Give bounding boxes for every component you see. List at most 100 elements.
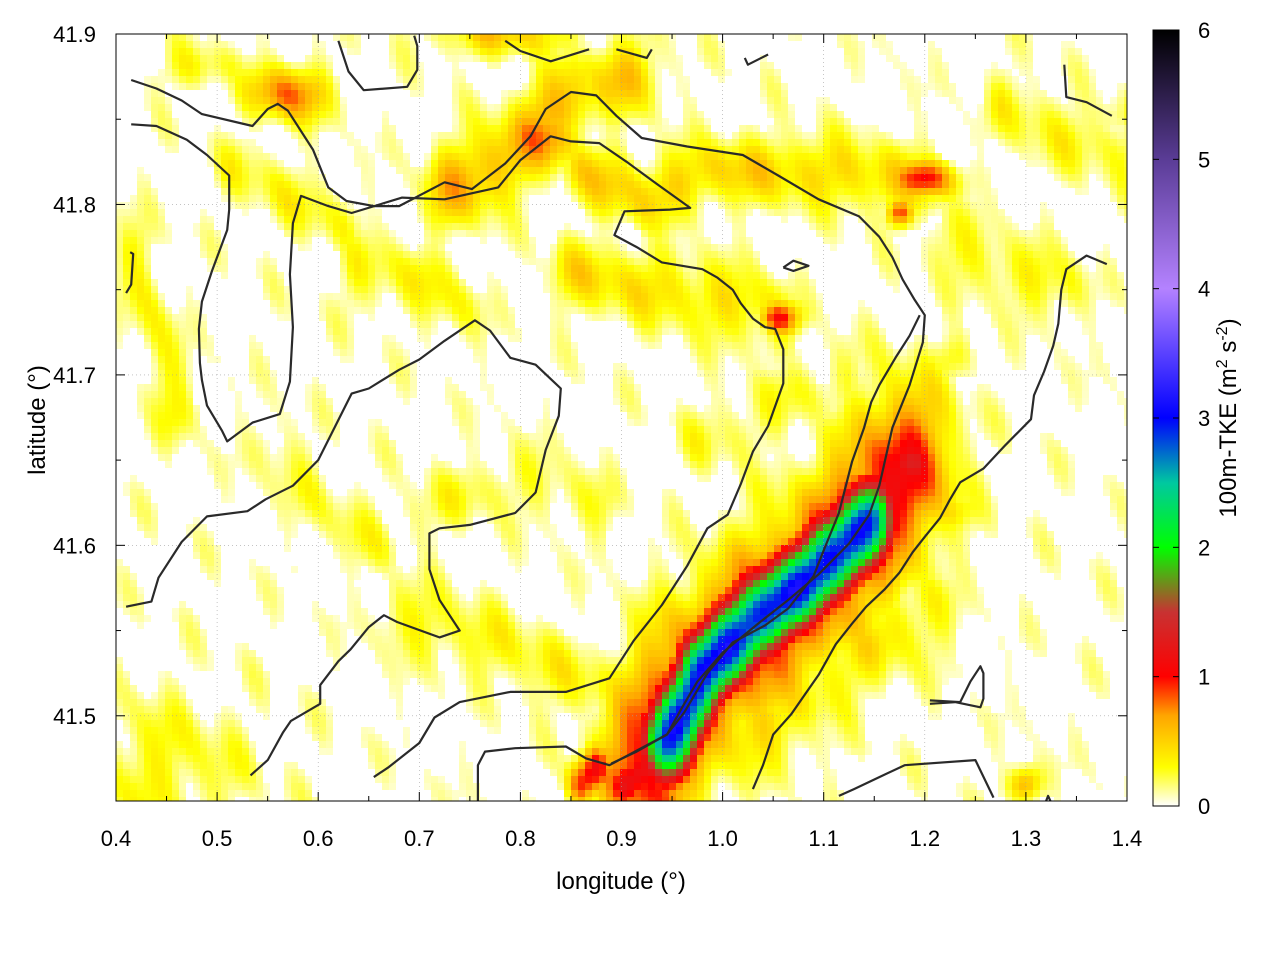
heatmap-cell — [249, 195, 256, 202]
heatmap-cell — [571, 370, 578, 377]
heatmap-cell — [522, 216, 529, 223]
heatmap-cell — [1089, 90, 1096, 97]
heatmap-cell — [795, 34, 802, 41]
heatmap-cell — [571, 111, 578, 118]
heatmap-cell — [1005, 328, 1012, 335]
heatmap-cell — [963, 419, 970, 426]
heatmap-cell — [543, 258, 550, 265]
heatmap-cell — [144, 398, 151, 405]
heatmap-cell — [256, 76, 263, 83]
heatmap-cell — [312, 34, 319, 41]
heatmap-cell — [774, 188, 781, 195]
heatmap-cell — [662, 48, 669, 55]
heatmap-cell — [956, 216, 963, 223]
heatmap-cell — [1075, 55, 1082, 62]
heatmap-cell — [844, 412, 851, 419]
heatmap-cell — [886, 41, 893, 48]
heatmap-cell — [599, 167, 606, 174]
heatmap-cell — [620, 391, 627, 398]
heatmap-cell — [158, 139, 165, 146]
heatmap-cell — [886, 356, 893, 363]
heatmap-cell — [935, 251, 942, 258]
heatmap-cell — [1061, 153, 1068, 160]
heatmap-cell — [284, 314, 291, 321]
heatmap-cell — [277, 272, 284, 279]
heatmap-cell — [725, 160, 732, 167]
heatmap-cell — [886, 216, 893, 223]
heatmap-cell — [872, 356, 879, 363]
heatmap-cell — [1117, 83, 1124, 90]
heatmap-cell — [648, 69, 655, 76]
heatmap-cell — [326, 335, 333, 342]
heatmap-cell — [893, 153, 900, 160]
heatmap-cell — [501, 118, 508, 125]
heatmap-cell — [403, 160, 410, 167]
heatmap-cell — [704, 153, 711, 160]
heatmap-cell — [662, 34, 669, 41]
heatmap-cell — [284, 419, 291, 426]
heatmap-cell — [123, 321, 130, 328]
heatmap-cell — [592, 62, 599, 69]
heatmap-cell — [144, 188, 151, 195]
heatmap-cell — [151, 286, 158, 293]
heatmap-cell — [634, 293, 641, 300]
heatmap-cell — [550, 62, 557, 69]
heatmap-cell — [1026, 258, 1033, 265]
heatmap-cell — [935, 272, 942, 279]
heatmap-cell — [1110, 125, 1117, 132]
heatmap-cell — [998, 307, 1005, 314]
heatmap-cell — [431, 139, 438, 146]
heatmap-cell — [410, 384, 417, 391]
heatmap-cell — [389, 286, 396, 293]
heatmap-cell — [851, 349, 858, 356]
heatmap-cell — [571, 293, 578, 300]
heatmap-cell — [1082, 90, 1089, 97]
heatmap-cell — [1103, 258, 1110, 265]
heatmap-cell — [669, 48, 676, 55]
heatmap-cell — [634, 209, 641, 216]
heatmap-cell — [396, 286, 403, 293]
heatmap-cell — [144, 419, 151, 426]
heatmap-cell — [634, 419, 641, 426]
heatmap-cell — [669, 132, 676, 139]
heatmap-cell — [928, 195, 935, 202]
heatmap-cell — [445, 272, 452, 279]
heatmap-cell — [137, 202, 144, 209]
heatmap-cell — [788, 342, 795, 349]
heatmap-cell — [725, 300, 732, 307]
heatmap-cell — [984, 76, 991, 83]
heatmap-cell — [158, 216, 165, 223]
heatmap-cell — [977, 419, 984, 426]
heatmap-cell — [494, 34, 501, 41]
heatmap-cell — [592, 90, 599, 97]
heatmap-cell — [690, 223, 697, 230]
heatmap-cell — [753, 398, 760, 405]
heatmap-cell — [536, 153, 543, 160]
heatmap-cell — [179, 69, 186, 76]
heatmap-cell — [487, 125, 494, 132]
heatmap-cell — [459, 188, 466, 195]
heatmap-cell — [361, 279, 368, 286]
heatmap-cell — [1068, 384, 1075, 391]
heatmap-cell — [655, 118, 662, 125]
heatmap-cell — [137, 188, 144, 195]
heatmap-cell — [844, 426, 851, 433]
heatmap-cell — [1103, 132, 1110, 139]
heatmap-cell — [669, 237, 676, 244]
heatmap-cell — [746, 293, 753, 300]
heatmap-cell — [683, 412, 690, 419]
heatmap-cell — [942, 307, 949, 314]
heatmap-cell — [1033, 286, 1040, 293]
heatmap-cell — [1089, 118, 1096, 125]
heatmap-cell — [872, 41, 879, 48]
heatmap-cell — [473, 139, 480, 146]
heatmap-cell — [732, 286, 739, 293]
heatmap-cell — [452, 104, 459, 111]
heatmap-cell — [368, 153, 375, 160]
heatmap-cell — [277, 160, 284, 167]
heatmap-cell — [368, 216, 375, 223]
heatmap-cell — [928, 419, 935, 426]
heatmap-cell — [1033, 111, 1040, 118]
heatmap-cell — [1040, 272, 1047, 279]
heatmap-cell — [1019, 83, 1026, 90]
